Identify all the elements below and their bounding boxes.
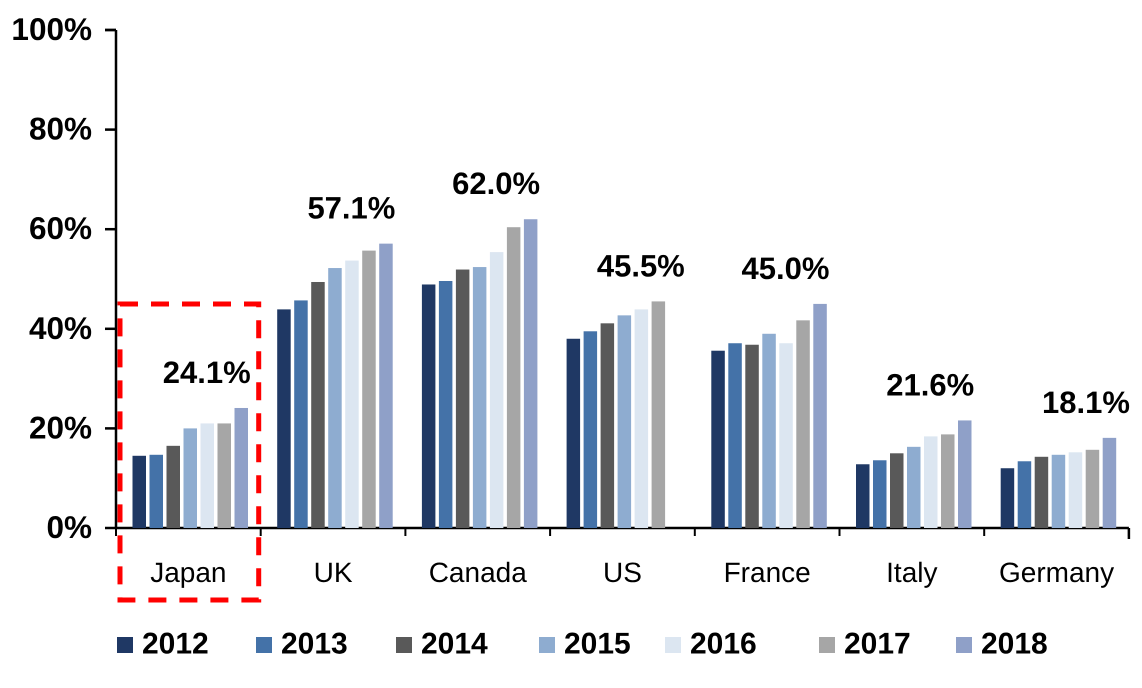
- svg-text:62.0%: 62.0%: [452, 166, 540, 201]
- svg-text:24.1%: 24.1%: [163, 355, 251, 390]
- svg-text:2013: 2013: [281, 628, 348, 661]
- svg-text:US: US: [603, 557, 642, 588]
- svg-text:UK: UK: [314, 557, 353, 588]
- svg-text:Canada: Canada: [429, 557, 528, 588]
- svg-text:2015: 2015: [564, 628, 631, 661]
- svg-text:Japan: Japan: [150, 557, 226, 588]
- svg-text:2014: 2014: [421, 628, 488, 661]
- svg-text:2017: 2017: [844, 628, 911, 661]
- svg-text:45.5%: 45.5%: [597, 248, 685, 283]
- svg-text:80%: 80%: [29, 111, 92, 147]
- svg-text:100%: 100%: [11, 11, 92, 47]
- svg-text:60%: 60%: [29, 210, 92, 246]
- svg-text:20%: 20%: [29, 409, 92, 445]
- svg-text:Italy: Italy: [886, 557, 937, 588]
- svg-text:40%: 40%: [29, 310, 92, 346]
- svg-text:2012: 2012: [142, 628, 209, 661]
- svg-text:18.1%: 18.1%: [1042, 385, 1130, 420]
- svg-text:2018: 2018: [981, 628, 1048, 661]
- svg-text:France: France: [724, 557, 811, 588]
- svg-text:2016: 2016: [690, 628, 757, 661]
- svg-text:57.1%: 57.1%: [307, 191, 395, 226]
- svg-text:0%: 0%: [46, 509, 92, 545]
- svg-text:21.6%: 21.6%: [886, 367, 974, 402]
- svg-text:45.0%: 45.0%: [742, 251, 830, 286]
- svg-text:Germany: Germany: [999, 557, 1114, 588]
